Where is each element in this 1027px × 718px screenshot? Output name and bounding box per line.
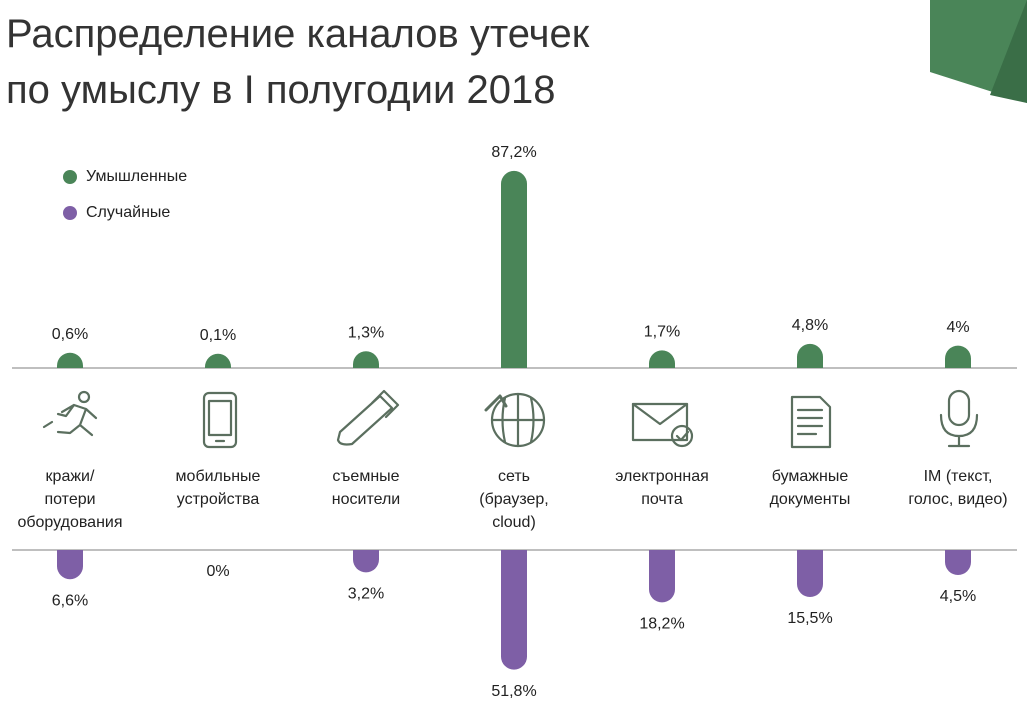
bar [353, 550, 379, 573]
value-label: 0,1% [200, 327, 236, 344]
x-tick-label: (браузер, [479, 491, 549, 508]
value-label: 3,2% [348, 586, 384, 603]
bar [649, 350, 675, 368]
value-label: 1,7% [644, 324, 680, 341]
bar [205, 353, 231, 368]
x-tick-label: съемные [332, 468, 399, 485]
x-tick-label: устройства [177, 491, 260, 508]
x-tick-label: сеть [498, 468, 530, 485]
x-tick-label: кражи/ [46, 468, 95, 485]
x-tick-label: cloud) [492, 514, 536, 531]
x-tick-label: IM (текст, [924, 468, 993, 485]
value-label: 4,8% [792, 317, 828, 334]
legend-label: Случайные [86, 204, 170, 221]
bar [353, 351, 379, 368]
value-label: 6,6% [52, 592, 88, 609]
value-label: 1,3% [348, 324, 384, 341]
chart-title: Распределение каналов утечек [6, 12, 590, 56]
x-tick-label: мобильные [176, 468, 261, 485]
value-label: 0,6% [52, 326, 88, 343]
value-label: 87,2% [491, 144, 536, 161]
bar [501, 550, 527, 670]
icons [42, 389, 979, 449]
bar [797, 550, 823, 597]
decoration [990, 0, 1027, 103]
bar [501, 170, 527, 368]
bar [649, 550, 675, 603]
bar [945, 345, 971, 368]
x-tick-label: электронная [615, 468, 709, 485]
bar [797, 343, 823, 368]
value-label: 4,5% [940, 588, 976, 605]
bar [57, 352, 83, 368]
value-label: 0% [206, 563, 229, 580]
x-tick-label: голос, видео) [908, 491, 1007, 508]
value-label: 4% [946, 319, 969, 336]
legend-marker [63, 170, 77, 184]
value-label: 51,8% [491, 683, 536, 700]
value-label: 18,2% [639, 616, 684, 633]
x-tick-label: бумажные [772, 468, 849, 485]
bar [57, 550, 83, 580]
chart-title: по умыслу в I полугодии 2018 [6, 68, 555, 112]
x-tick-label: почта [641, 491, 683, 508]
value-label: 15,5% [787, 610, 832, 627]
legend-marker [63, 206, 77, 220]
x-tick-label: оборудования [17, 514, 122, 531]
bar [945, 550, 971, 575]
x-tick-label: потери [44, 491, 95, 508]
legend-label: Умышленные [86, 168, 187, 185]
x-tick-label: документы [770, 491, 851, 508]
x-tick-label: носители [332, 491, 400, 508]
